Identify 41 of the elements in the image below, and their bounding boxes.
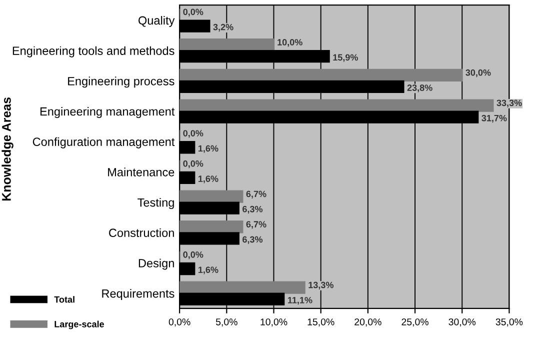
y-tick-label: Requirements	[102, 289, 174, 300]
legend-label: Total	[54, 296, 74, 303]
y-tick-label: Engineering management	[40, 107, 175, 118]
data-label: 1,6%	[198, 266, 218, 274]
y-axis-title: Knowledge Areas	[2, 97, 14, 201]
data-label: 3,2%	[213, 24, 234, 32]
y-tick-label: Quality	[138, 16, 175, 27]
y-tick-label: Maintenance	[108, 168, 174, 176]
y-tick-label: Design	[138, 258, 174, 270]
x-tick-label: 25,0%	[402, 318, 428, 326]
data-label: 0,0%	[183, 8, 204, 16]
data-label: 11,1%	[288, 296, 312, 305]
y-tick-label: Configuration management	[32, 137, 175, 148]
data-label: 6,7%	[246, 190, 266, 198]
x-tick-label: 15,0%	[308, 318, 334, 326]
data-label: 6,3%	[242, 236, 263, 244]
data-label: 6,3%	[242, 206, 263, 214]
data-label: 0,0%	[183, 160, 204, 168]
data-label: 13,3%	[308, 282, 334, 290]
data-label: 15,9%	[333, 54, 358, 62]
y-tick-label: Construction	[109, 228, 174, 238]
x-tick-label: 30,0%	[448, 318, 476, 326]
data-label: 0,0%	[183, 130, 204, 138]
data-label: 1,6%	[198, 145, 218, 153]
x-tick-label: 10,0%	[260, 318, 288, 326]
data-label: 33,3%	[496, 100, 522, 108]
y-tick-label: Engineering tools and methods	[12, 46, 174, 58]
x-tick-label: 5,0%	[216, 318, 238, 326]
x-tick-label: 0,0%	[168, 318, 190, 326]
data-label: 1,6%	[198, 176, 218, 184]
data-label: 30,0%	[466, 69, 491, 78]
y-tick-label: Testing	[138, 198, 174, 210]
data-label: 31,7%	[482, 114, 507, 123]
data-label: 6,7%	[246, 221, 266, 229]
data-label: 23,8%	[407, 84, 432, 92]
x-tick-label: 20,0%	[354, 318, 382, 326]
x-tick-label: 35,0%	[496, 318, 523, 326]
data-label: 10,0%	[278, 39, 302, 47]
legend-label: Large-scale	[54, 320, 104, 330]
data-label: 0,0%	[183, 251, 204, 260]
y-tick-label: Engineering process	[68, 76, 174, 88]
